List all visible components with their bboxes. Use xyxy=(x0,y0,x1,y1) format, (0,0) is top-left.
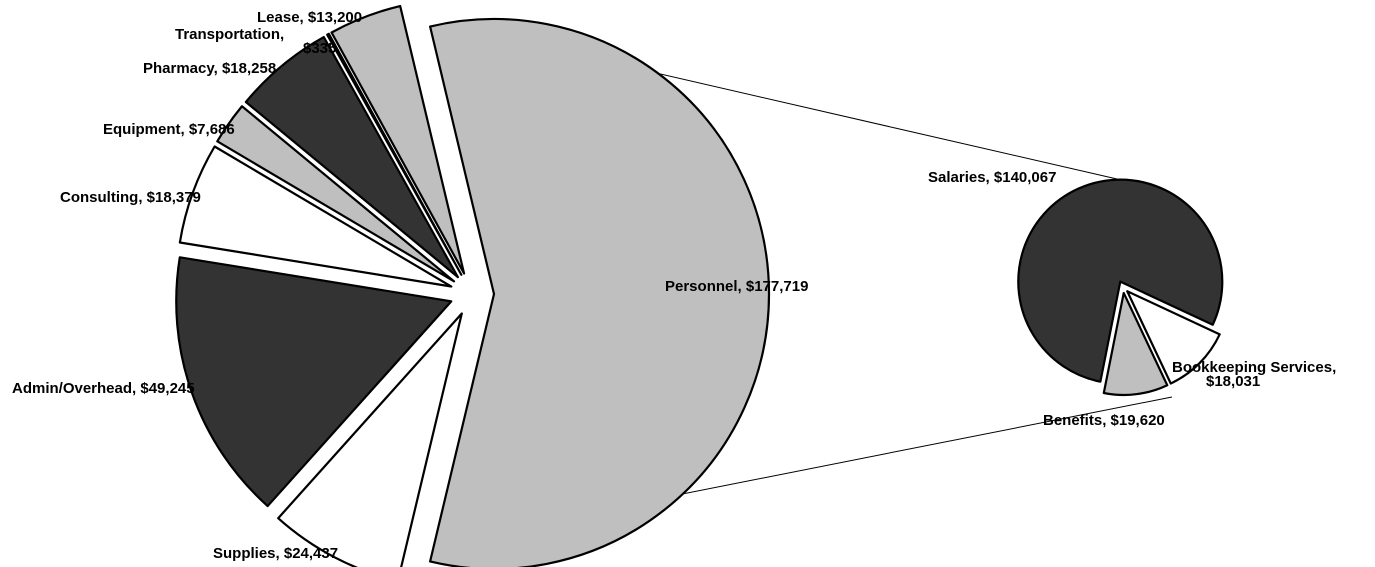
label-lease: Lease, $13,200 xyxy=(257,9,362,26)
main-slice-consulting xyxy=(178,145,453,288)
label-benefits: Benefits, $19,620 xyxy=(1043,412,1165,429)
label-consulting: Consulting, $18,379 xyxy=(60,189,201,206)
secondary-slice-salaries xyxy=(1017,178,1224,383)
main-slice-transportation xyxy=(326,32,463,276)
label-salaries: Salaries, $140,067 xyxy=(928,169,1056,186)
secondary-pie xyxy=(1017,178,1224,396)
main-slice-admin-overhead xyxy=(175,256,453,508)
label-pharmacy: Pharmacy, $18,258 xyxy=(143,60,276,77)
label-transportation: Transportation,$335 xyxy=(175,26,336,57)
main-slice-equipment xyxy=(216,105,456,283)
main-slice-personnel xyxy=(428,17,771,567)
main-slice-lease xyxy=(330,4,466,275)
main-slice-pharmacy xyxy=(244,35,460,279)
main-slice-supplies xyxy=(277,312,463,567)
label-personnel: Personnel, $177,719 xyxy=(665,278,808,295)
main-pie xyxy=(175,4,771,567)
label-admin-overhead: Admin/Overhead, $49,245 xyxy=(12,380,195,397)
label-bookkeeping-services: Bookkeeping Services, $18,031 xyxy=(1172,359,1336,390)
secondary-slice-bookkeeping-services xyxy=(1102,291,1169,396)
secondary-slice-benefits xyxy=(1126,290,1221,385)
label-equipment: Equipment, $7,686 xyxy=(103,121,235,138)
label-supplies: Supplies, $24,437 xyxy=(213,545,338,562)
